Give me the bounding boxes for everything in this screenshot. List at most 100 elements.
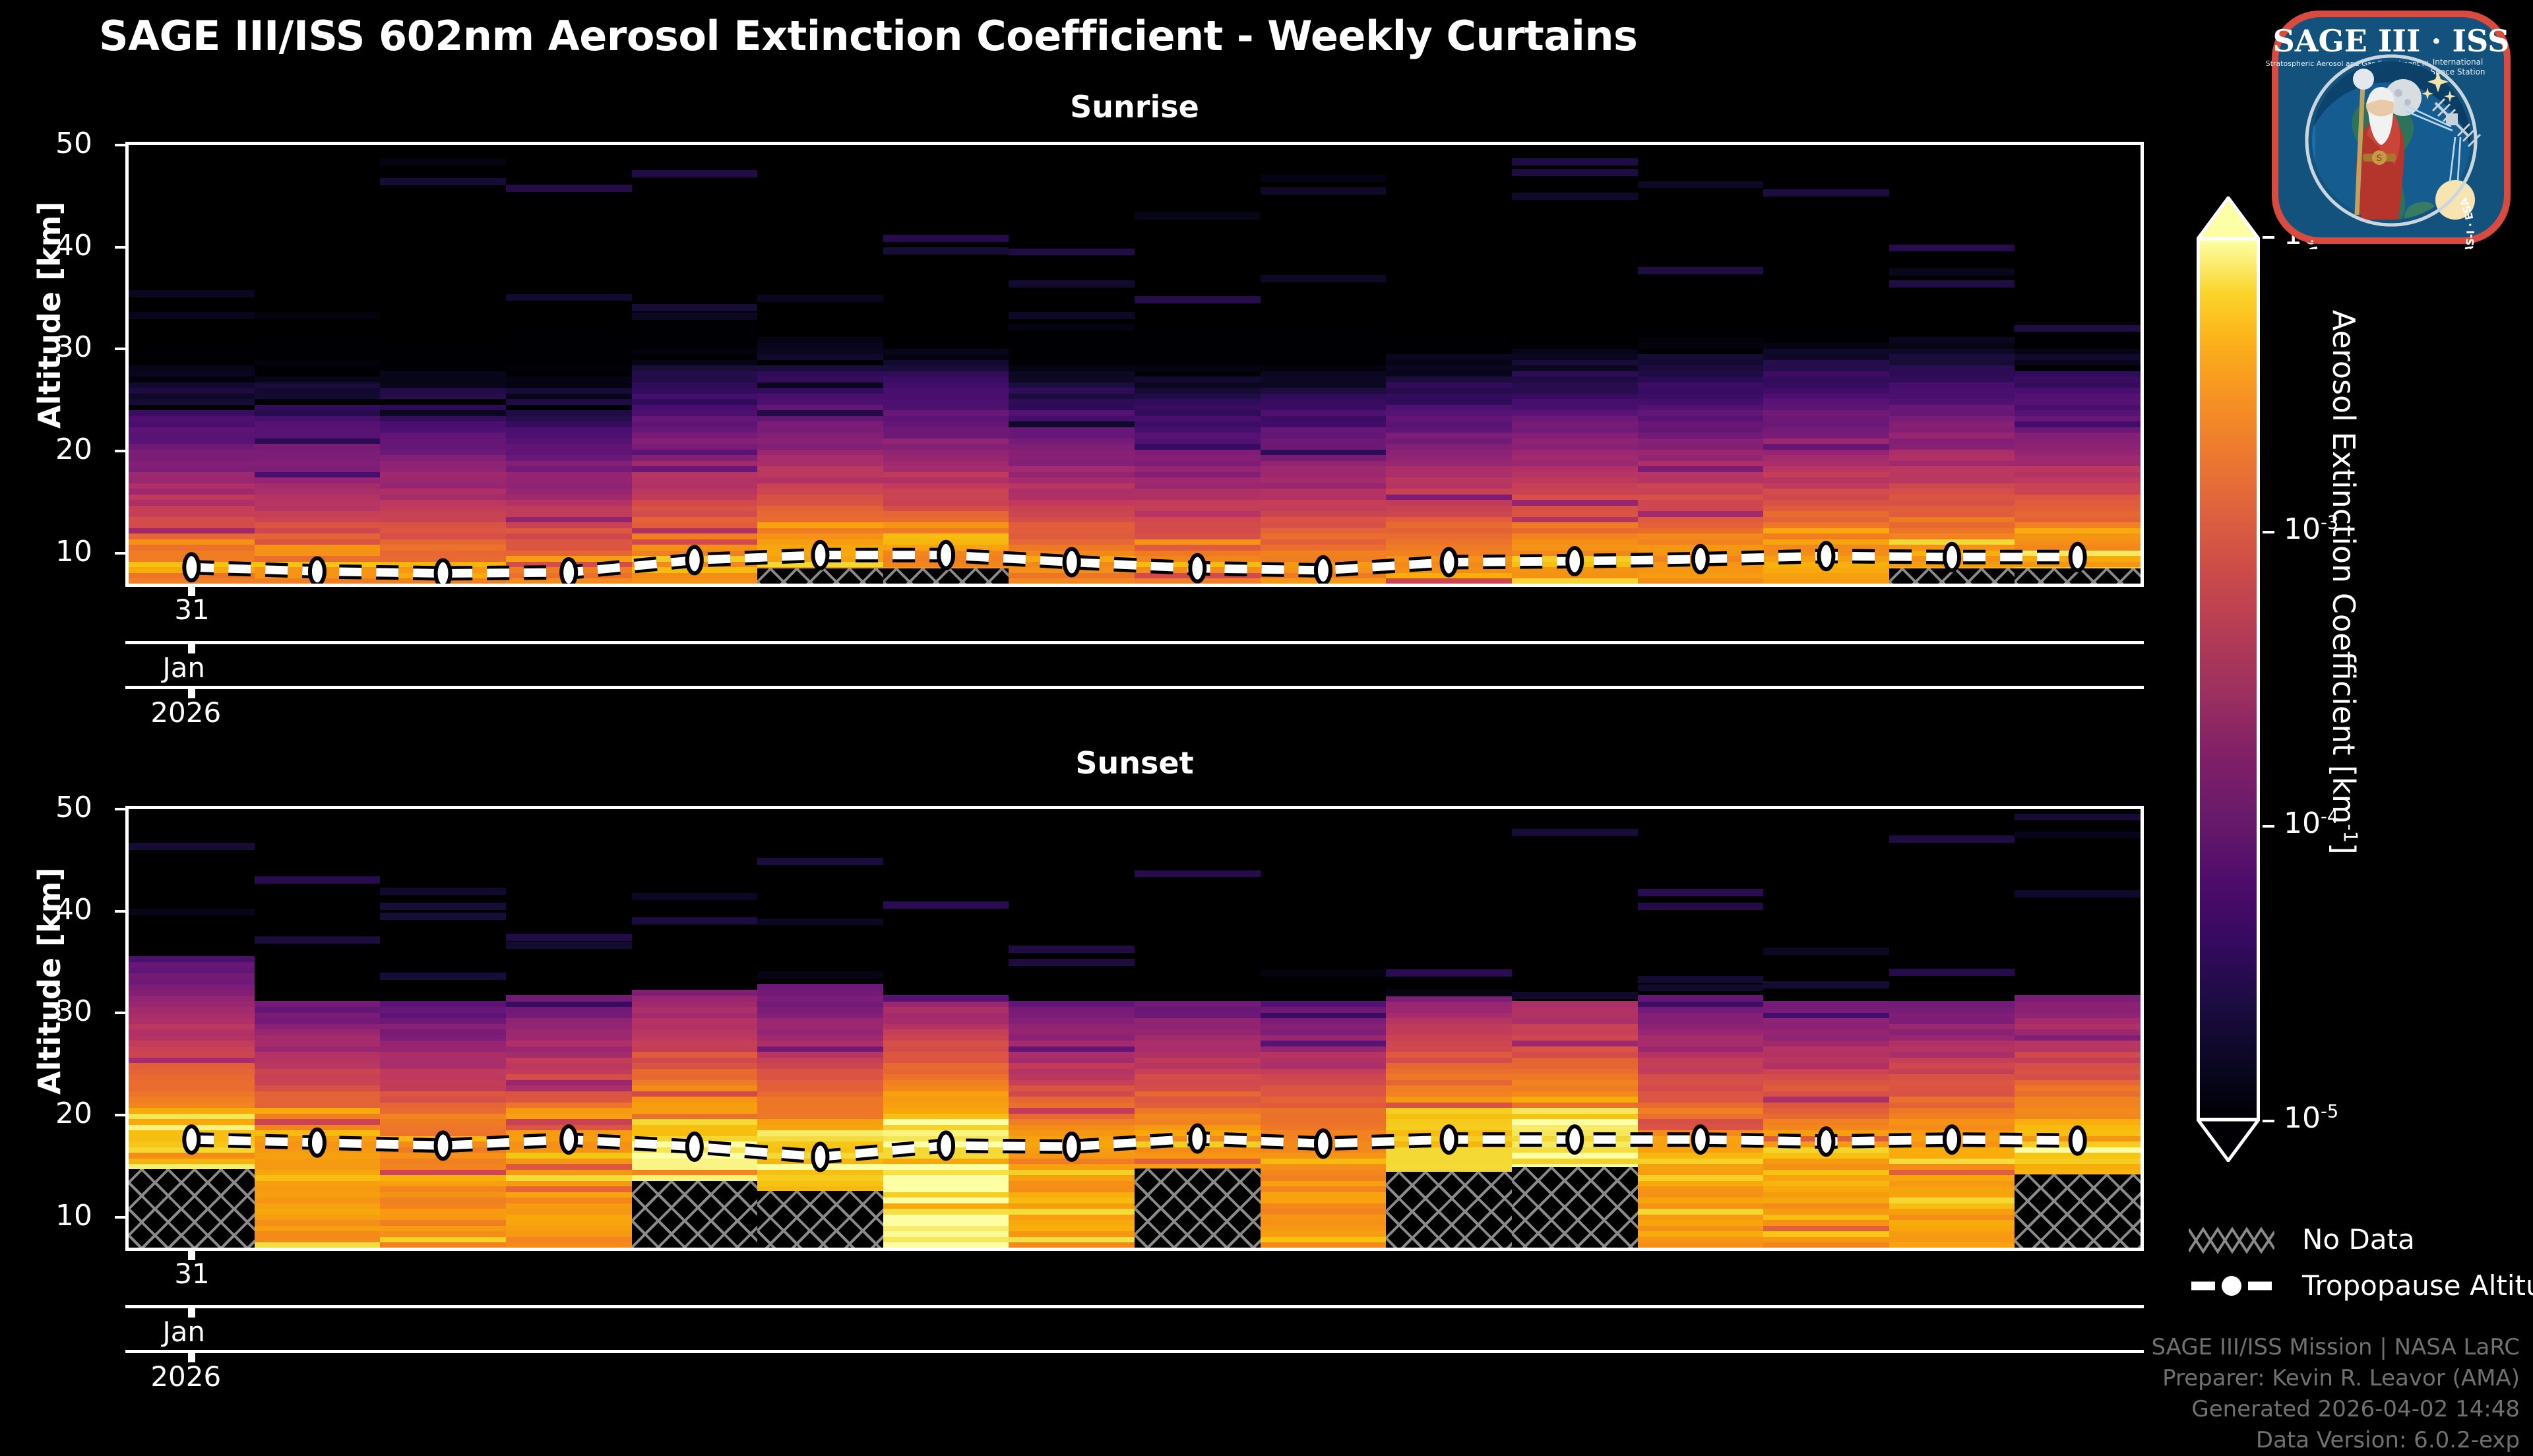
- heatmap-cell: [1889, 410, 2015, 416]
- heatmap-cell: [1260, 561, 1387, 568]
- legend-item-tropopause[interactable]: Tropopause Altitude: [2177, 1266, 2533, 1306]
- heatmap-cell: [1511, 1163, 1638, 1170]
- heatmap-cell: [1260, 336, 1387, 344]
- heatmap-cell: [1009, 1191, 1135, 1198]
- heatmap-cell: [505, 522, 632, 528]
- heatmap-cell: [1009, 392, 1135, 400]
- heatmap-column: [1763, 809, 1889, 1248]
- heatmap-cell: [631, 325, 758, 332]
- heatmap-cell: [1386, 460, 1512, 467]
- heatmap-cell: [1260, 398, 1387, 405]
- heatmap-cell: [1763, 443, 1889, 450]
- heatmap-cell: [1009, 1023, 1135, 1030]
- x-axis-year-tick-mark: [188, 1352, 196, 1362]
- heatmap-cell: [631, 1040, 758, 1046]
- heatmap-cell: [1763, 572, 1889, 579]
- heatmap-cell: [1889, 1197, 2015, 1203]
- heatmap-cell: [883, 1174, 1009, 1181]
- heatmap-cell: [757, 1017, 883, 1024]
- heatmap-cell: [1135, 538, 1261, 545]
- heatmap-cell: [505, 561, 632, 568]
- heatmap-cell: [1763, 555, 1889, 562]
- heatmap-cell: [1135, 437, 1261, 444]
- heatmap-cell: [1260, 437, 1387, 444]
- heatmap-cell: [1260, 1124, 1387, 1131]
- heatmap-cell: [2015, 493, 2141, 501]
- heatmap-cell: [254, 522, 381, 528]
- sage-iii-iss-mission-patch-logo: SAGE III · ISS Stratospheric Aerosol and…: [2259, 0, 2520, 318]
- heatmap-cell: [1511, 499, 1638, 506]
- heatmap-cell: [505, 1112, 632, 1120]
- heatmap-cell: [883, 1135, 1009, 1142]
- heatmap-cell: [380, 499, 506, 506]
- heatmap-cell: [631, 1101, 758, 1108]
- heatmap-cell: [380, 1074, 506, 1080]
- heatmap-cell: [757, 1012, 883, 1019]
- heatmap-cell: [883, 1107, 1009, 1114]
- heatmap-cell-faint: [1637, 984, 1764, 992]
- heatmap-cell: [254, 1096, 381, 1103]
- y-axis-tick-mark: [115, 808, 125, 810]
- heatmap-cell: [129, 967, 255, 974]
- heatmap-cell: [1009, 1180, 1135, 1187]
- colorbar-tick-mantissa: 10: [2284, 512, 2321, 546]
- heatmap-cell: [129, 499, 255, 506]
- credit-line-generated: Generated 2026-04-02 14:48: [2191, 1395, 2520, 1422]
- heatmap-cell: [1009, 527, 1135, 534]
- heatmap-cell-faint: [1009, 311, 1135, 319]
- heatmap-cell: [254, 387, 381, 394]
- heatmap-cell: [1511, 1068, 1638, 1075]
- heatmap-cell: [1135, 443, 1261, 450]
- heatmap-cell: [1386, 578, 1512, 584]
- heatmap-cell: [1889, 1130, 2015, 1136]
- heatmap-cell: [883, 398, 1009, 405]
- heatmap-cell: [631, 1006, 758, 1013]
- heatmap-cell: [1386, 466, 1512, 472]
- heatmap-cell-faint: [1889, 835, 2015, 843]
- panel-title-sunset: Sunset: [1075, 745, 1194, 781]
- heatmap-cell: [1009, 1124, 1135, 1131]
- heatmap-cell: [1889, 365, 2015, 371]
- heatmap-column: [254, 809, 381, 1248]
- heatmap-cell: [1511, 398, 1638, 405]
- heatmap-cell: [1260, 522, 1387, 528]
- heatmap-cell-faint: [1135, 296, 1261, 304]
- heatmap-cell: [1511, 1118, 1638, 1125]
- heatmap-cell: [505, 566, 632, 573]
- colorbar[interactable]: [2197, 197, 2260, 1162]
- heatmap-cell: [129, 353, 255, 360]
- heatmap-cell-faint: [631, 304, 758, 311]
- heatmap-cell: [1009, 510, 1135, 517]
- heatmap-cell: [1889, 437, 2015, 444]
- plot-area-sunset[interactable]: [125, 806, 2144, 1251]
- heatmap-cell: [883, 387, 1009, 394]
- heatmap-cell: [1260, 426, 1387, 433]
- heatmap-cell: [1511, 1040, 1638, 1046]
- plot-area-sunrise[interactable]: [125, 142, 2144, 587]
- heatmap-cell: [1637, 398, 1764, 405]
- heatmap-cell: [1135, 421, 1261, 427]
- heatmap-cell: [883, 1056, 1009, 1064]
- heatmap-cell: [1511, 510, 1638, 517]
- heatmap-cell: [129, 381, 255, 388]
- heatmap-column: [1135, 145, 1261, 584]
- heatmap-cell: [380, 448, 506, 456]
- heatmap-cell: [1260, 1197, 1387, 1203]
- legend-item-no-data[interactable]: No Data: [2177, 1220, 2533, 1259]
- heatmap-cell: [1889, 1135, 2015, 1142]
- heatmap-cell: [1889, 510, 2015, 517]
- heatmap-cell: [254, 1208, 381, 1215]
- heatmap-cell: [883, 404, 1009, 411]
- heatmap-cell: [1889, 1225, 2015, 1232]
- heatmap-cell: [631, 437, 758, 444]
- heatmap-cell: [1386, 415, 1512, 422]
- heatmap-cell: [1637, 1242, 1764, 1248]
- heatmap-cell: [505, 1051, 632, 1058]
- heatmap-column: [380, 809, 506, 1248]
- heatmap-cell: [1763, 415, 1889, 422]
- heatmap-cell: [1637, 493, 1764, 501]
- heatmap-cell: [505, 432, 632, 439]
- heatmap-cell: [1386, 387, 1512, 394]
- heatmap-cell: [505, 544, 632, 551]
- heatmap-cell: [883, 1000, 1009, 1008]
